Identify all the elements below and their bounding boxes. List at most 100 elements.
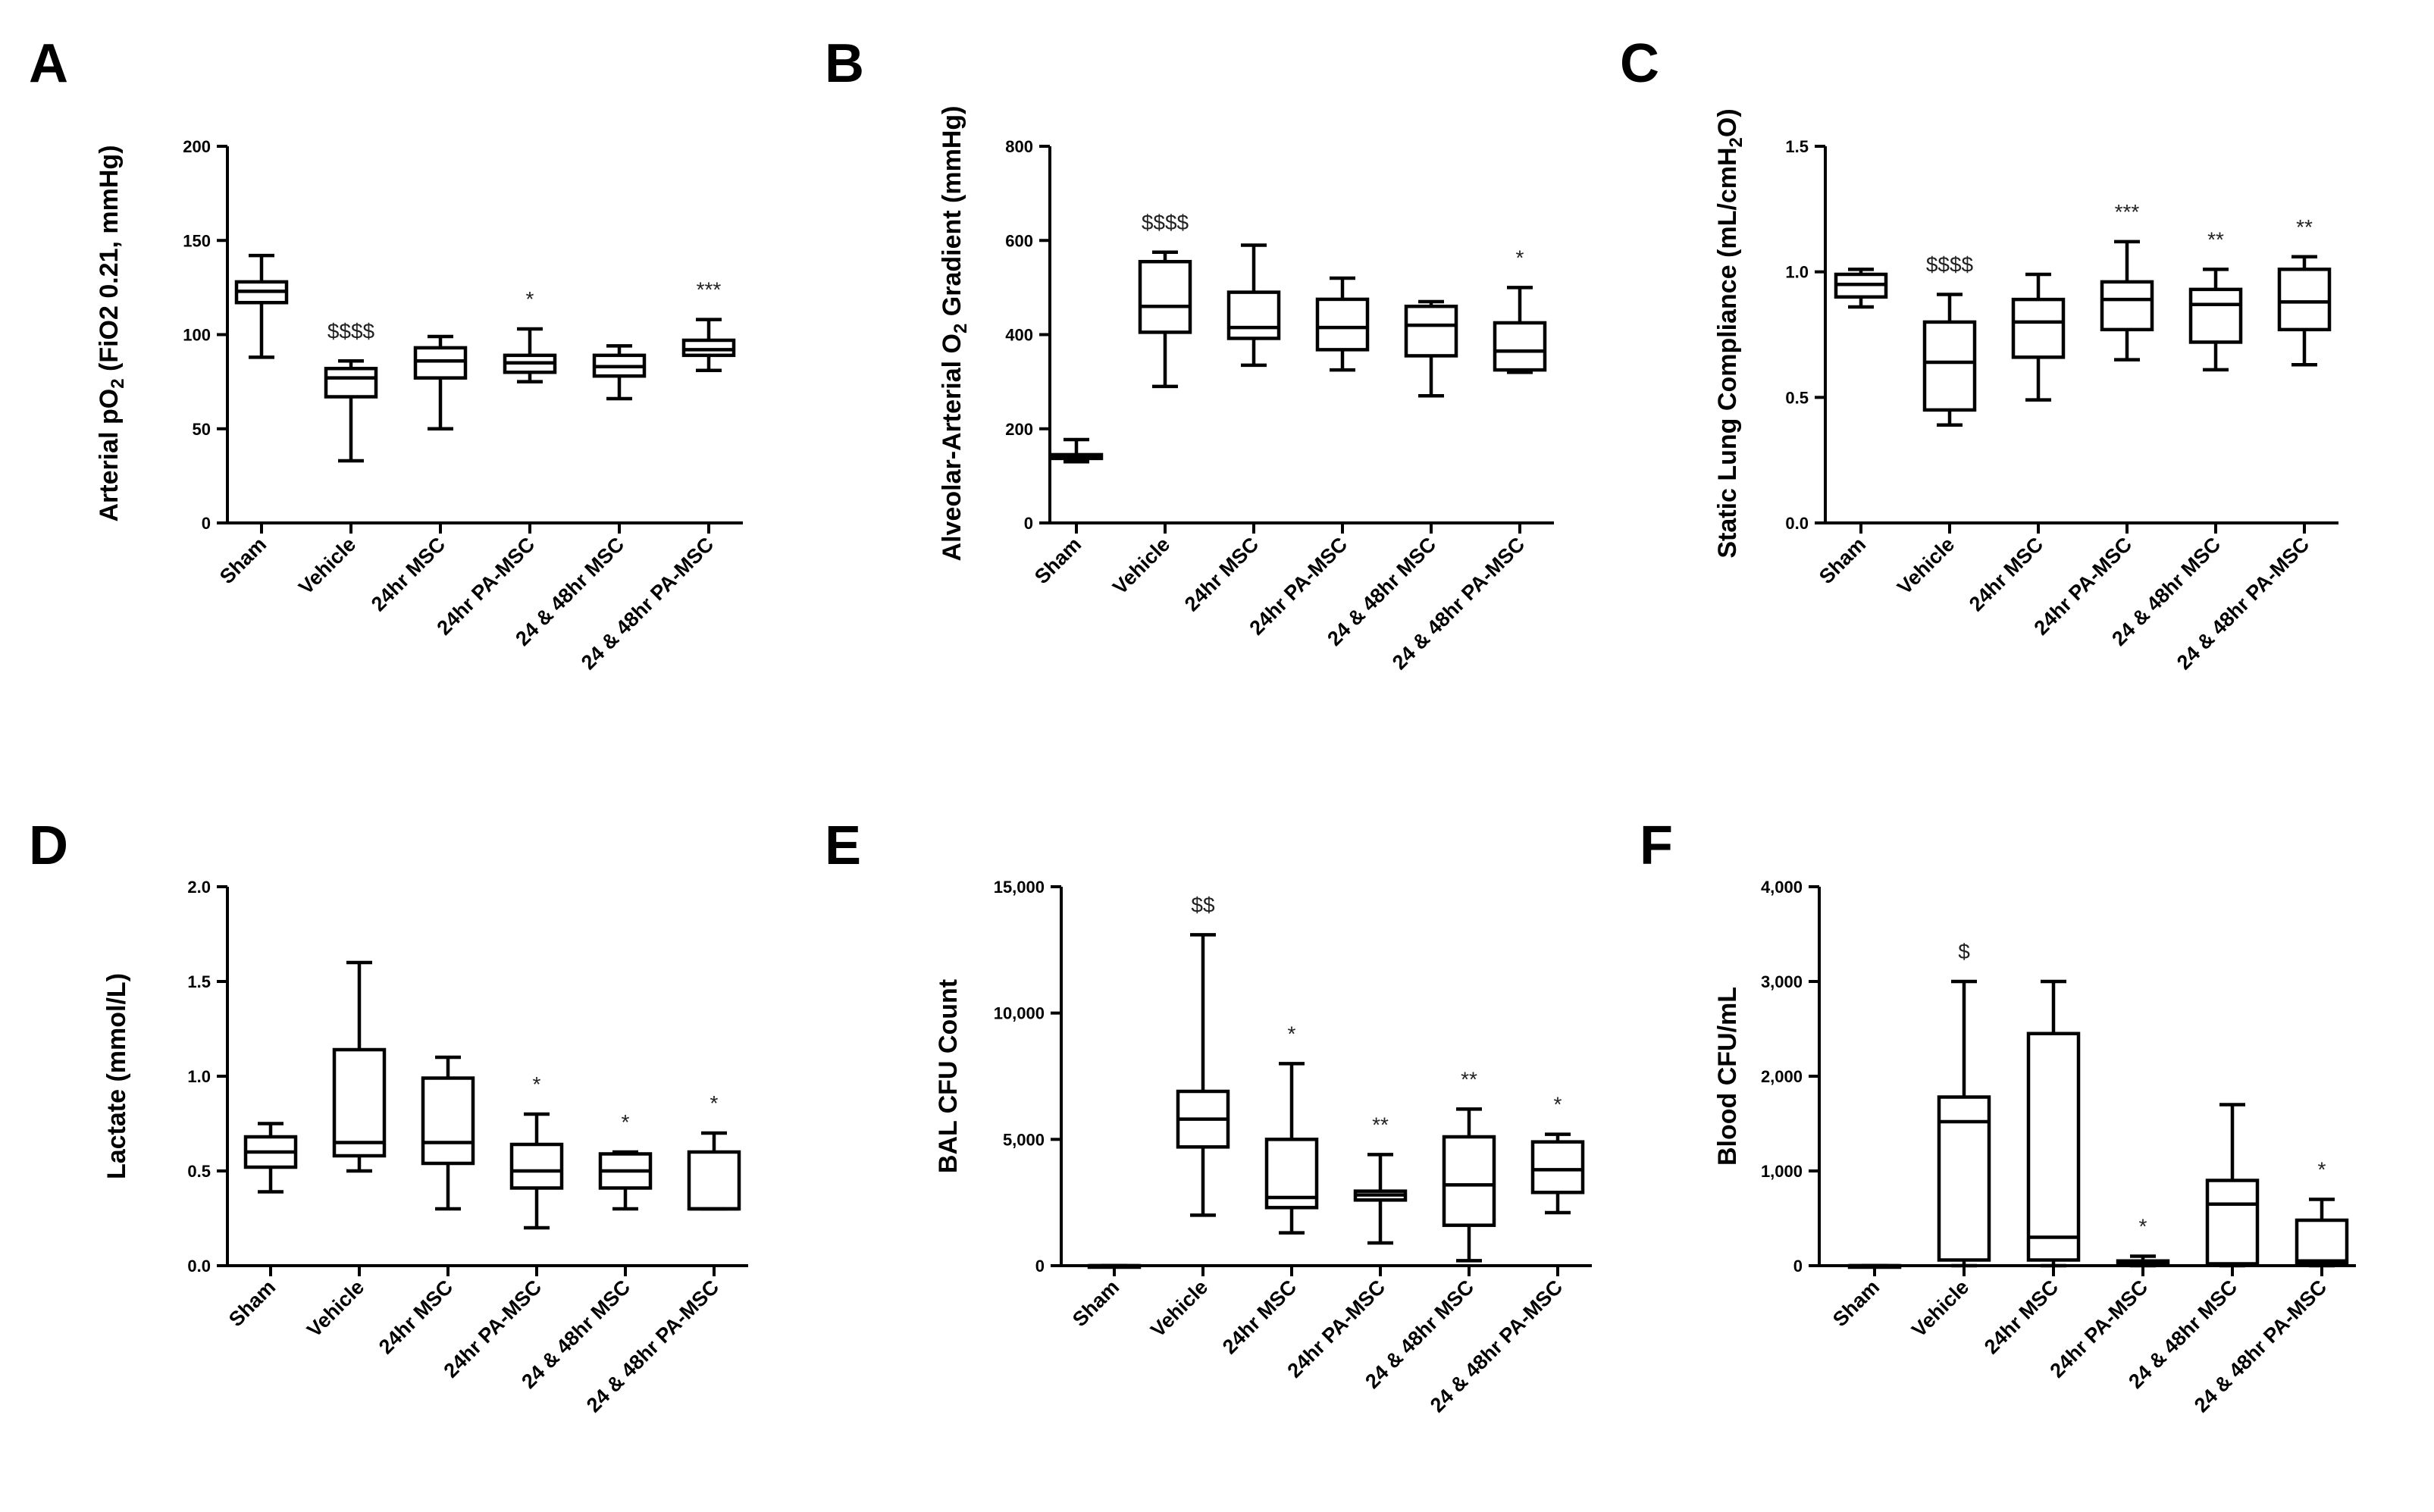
- y-tick-label: 2,000: [1761, 1067, 1803, 1086]
- significance-marker: $$$$: [327, 319, 375, 343]
- box-6: *24 & 48hr PA-MSC: [582, 1091, 741, 1417]
- significance-marker: *: [533, 1072, 541, 1096]
- significance-marker: $$$$: [1142, 211, 1189, 234]
- iqr-box: [1404, 304, 1458, 358]
- y-tick-label: 800: [1005, 137, 1033, 156]
- iqr-box: [413, 346, 468, 380]
- y-tick-label: 200: [1005, 420, 1033, 439]
- box-6: ***24 & 48hr PA-MSC: [577, 278, 736, 674]
- y-tick-label: 0: [1035, 1257, 1045, 1276]
- panel-c: C 0.0 0.5 1.0 1.5 Static Lung Compliance (mL/…: [1620, 33, 2338, 674]
- significance-marker: **: [1372, 1113, 1389, 1136]
- x-category-label: Vehicle: [294, 533, 360, 599]
- panel-letter: D: [29, 815, 68, 876]
- y-tick-label: 600: [1005, 231, 1033, 250]
- box-2: $$$$ Vehicle: [1108, 211, 1192, 599]
- y-tick-label: 0.5: [1785, 388, 1809, 407]
- y-tick-label: 50: [193, 420, 211, 439]
- box-3: 24hr MSC: [1965, 272, 2066, 615]
- x-category-label: 24hr MSC: [1965, 533, 2047, 615]
- x-category-label: 24hr MSC: [1980, 1276, 2063, 1358]
- box-1: Sham: [224, 1122, 298, 1331]
- x-category-label: Sham: [1828, 1276, 1884, 1331]
- significance-marker: **: [2296, 215, 2313, 239]
- y-tick-label: 1.0: [187, 1067, 211, 1086]
- iqr-box: [2011, 297, 2066, 359]
- box-4: ***24hr PA-MSC: [2030, 200, 2154, 640]
- y-tick-label: 1.5: [1785, 137, 1809, 156]
- y-tick-label: 10,000: [994, 1004, 1045, 1023]
- y-axis-title: Lactate (mmol/L): [102, 973, 131, 1179]
- x-category-label: Sham: [1030, 533, 1085, 588]
- iqr-box: [332, 1047, 387, 1158]
- iqr-box: [1442, 1135, 1496, 1227]
- iqr-box: [2295, 1218, 2349, 1266]
- box-1: Sham: [1030, 437, 1104, 588]
- significance-marker: ***: [2115, 200, 2140, 224]
- box-1: Sham: [1068, 1263, 1142, 1331]
- box-4: *24hr PA-MSC: [433, 287, 557, 640]
- iqr-box: [1315, 297, 1370, 352]
- x-category-label: Sham: [224, 1276, 280, 1331]
- y-axis-title: Blood CFU/mL: [1713, 987, 1742, 1166]
- y-axis-title: Alveolar-Arterial O2​ Gradient (mmHg): [938, 106, 971, 562]
- iqr-box: [2205, 1179, 2260, 1266]
- panel-d: D 0.0 0.5 1.0 1.5 2.0 Lactate (mmol/L) Sham Vehi…: [29, 815, 748, 1417]
- x-category-label: Vehicle: [1108, 533, 1174, 599]
- box-3: 24hr MSC: [1180, 243, 1281, 615]
- y-tick-label: 0: [1793, 1257, 1803, 1276]
- significance-marker: *: [622, 1110, 630, 1134]
- box-3: 24hr MSC: [367, 334, 468, 615]
- y-axis-title: BAL CFU Count: [934, 979, 963, 1173]
- box-2: $$ Vehicle: [1146, 893, 1230, 1341]
- significance-marker: *: [2139, 1215, 2147, 1238]
- panel-letter: F: [1640, 815, 1673, 876]
- x-category-label: 24hr MSC: [1218, 1276, 1301, 1358]
- x-category-label: 24hr MSC: [1180, 533, 1263, 615]
- y-tick-label: 0.5: [187, 1162, 211, 1181]
- y-tick-label: 5,000: [1003, 1130, 1045, 1149]
- x-category-label: 24hr MSC: [374, 1276, 457, 1358]
- panel-a: A 0 50 100 150 200 Arterial pO2​ (FiO2 0.21, m…: [29, 33, 743, 674]
- iqr-box: [2277, 268, 2332, 332]
- box-2: Vehicle: [302, 960, 387, 1341]
- panel-letter: B: [825, 33, 864, 94]
- panel-letter: C: [1620, 33, 1659, 94]
- iqr-box: [1138, 259, 1192, 334]
- y-tick-label: 100: [183, 326, 211, 345]
- x-category-label: Vehicle: [1146, 1276, 1212, 1341]
- box-5: 24 & 48hr MSC: [511, 344, 647, 650]
- significance-marker: $: [1958, 940, 1970, 963]
- y-tick-label: 3,000: [1761, 972, 1803, 991]
- y-tick-label: 0.0: [187, 1257, 211, 1276]
- box-2: $$$$ Vehicle: [1893, 252, 1977, 599]
- panel-b: B 0 200 400 600 800 Alveolar-Arterial O2​ Grad…: [825, 33, 1554, 674]
- y-tick-label: 1.0: [1785, 263, 1809, 282]
- y-tick-label: 2.0: [187, 878, 211, 897]
- x-category-label: Vehicle: [1893, 533, 1959, 599]
- significance-marker: $$: [1191, 893, 1215, 916]
- box-1: Sham: [1828, 1263, 1902, 1331]
- iqr-box: [687, 1150, 741, 1211]
- box-2: $$$$ Vehicle: [294, 319, 378, 599]
- box-3: 24hr MSC: [374, 1055, 475, 1358]
- significance-marker: *: [710, 1091, 719, 1115]
- iqr-box: [1226, 290, 1281, 340]
- box-2: $ Vehicle: [1907, 940, 1991, 1341]
- y-axis-title: Static Lung Compliance (mL/cmH2​O): [1713, 108, 1746, 558]
- x-category-label: Vehicle: [1907, 1276, 1973, 1341]
- significance-marker: ***: [697, 278, 722, 302]
- panel-f: F 0 1,000 2,000 3,000 4,000 Blood CFU/mL Sham $ V…: [1640, 815, 2356, 1417]
- iqr-box: [421, 1076, 475, 1166]
- y-tick-label: 400: [1005, 326, 1033, 345]
- significance-marker: **: [1461, 1067, 1477, 1091]
- box-3: * 24hr MSC: [1218, 1022, 1319, 1358]
- iqr-box: [1937, 1095, 1991, 1262]
- iqr-box: [509, 1142, 564, 1190]
- y-tick-label: 0: [1024, 514, 1033, 533]
- y-tick-label: 1.5: [187, 972, 211, 991]
- y-tick-label: 0.0: [1785, 514, 1809, 533]
- y-tick-label: 0: [202, 514, 211, 533]
- y-tick-label: 150: [183, 231, 211, 250]
